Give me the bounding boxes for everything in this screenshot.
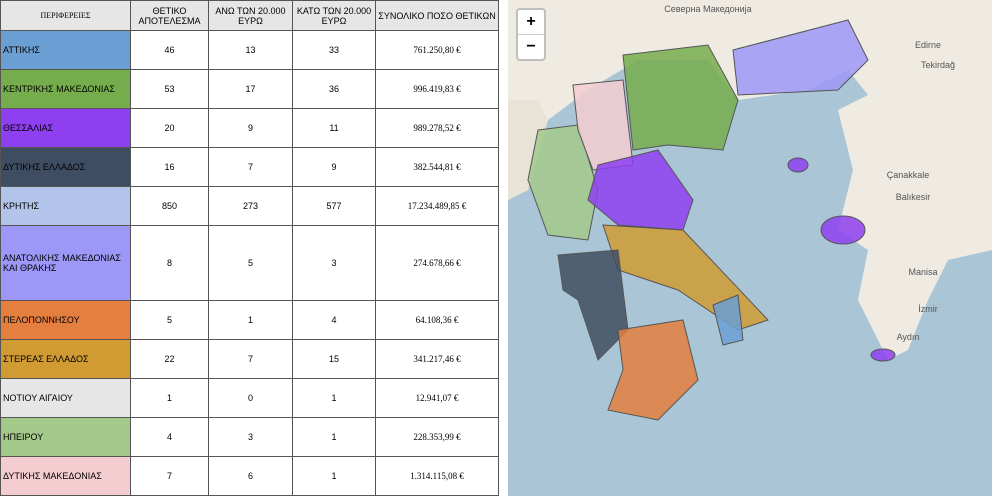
total-cell: 17.234.489,85 € xyxy=(375,186,499,227)
zoom-out[interactable]: − xyxy=(526,38,536,55)
map[interactable]: Северна Македонија Edirne Tekirdağ Çanakkal… xyxy=(508,0,992,496)
below-cell: 11 xyxy=(292,108,376,149)
header-row: ΠΕΡΙΦΕΡΕΙΕΣ ΘΕΤΙΚΟ ΑΠΟΤΕΛΕΣΜΑ ΑΝΩ ΤΩΝ 20.0… xyxy=(0,0,499,31)
above-cell: 7 xyxy=(208,147,293,188)
table-row: ΔΥΤΙΚΗΣ ΕΛΛΑΔΟΣ 16 7 9 382.544,81 € xyxy=(0,147,499,188)
total-cell: 382.544,81 € xyxy=(375,147,499,188)
table-row: ΚΕΝΤΡΙΚΗΣ ΜΑΚΕΔΟΝΙΑΣ 53 17 36 996.419,83 € xyxy=(0,69,499,110)
map-label: Северна Македонија xyxy=(664,4,751,14)
table-row: ΑΝΑΤΟΛΙΚΗΣ ΜΑΚΕΔΟΝΙΑΣ ΚΑΙ ΘΡΑΚΗΣ 8 5 3 274.6… xyxy=(0,225,499,301)
region-cell: ΔΥΤΙΚΗΣ ΕΛΛΑΔΟΣ xyxy=(0,147,131,188)
positive-cell: 1 xyxy=(130,377,209,418)
land xyxy=(508,100,548,200)
total-cell: 989.278,52 € xyxy=(375,108,499,149)
map-label: Tekirdağ xyxy=(921,60,955,70)
north-aegean-island xyxy=(787,157,809,173)
region-cell: ΗΠΕΙΡΟΥ xyxy=(0,416,131,457)
positive-cell: 20 xyxy=(130,108,209,149)
positive-cell: 46 xyxy=(130,29,209,71)
table-row: ΗΠΕΙΡΟΥ 4 3 1 228.353,99 € xyxy=(0,416,499,457)
map-canvas: Северна Македонија Edirne Tekirdağ Çanakkal… xyxy=(508,0,992,496)
above-cell: 6 xyxy=(208,455,293,497)
results-table: ΠΕΡΙΦΕΡΕΙΕΣ ΘΕΤΙΚΟ ΑΠΟΤΕΛΕΣΜΑ ΑΝΩ ΤΩΝ 20.0… xyxy=(0,0,499,497)
peloponnese xyxy=(607,319,699,421)
below-cell: 1 xyxy=(292,455,376,497)
north-aegean-island xyxy=(820,215,866,245)
table-row: ΝΟΤΙΟΥ ΑΙΓΑΙΟΥ 1 0 1 12.941,07 € xyxy=(0,377,499,418)
region-cell: ΘΕΣΣΑΛΙΑΣ xyxy=(0,108,131,149)
below-cell: 1 xyxy=(292,416,376,457)
table-row: ΣΤΕΡΕΑΣ ΕΛΛΑΔΟΣ 22 7 15 341.217,46 € xyxy=(0,338,499,379)
land xyxy=(508,0,992,360)
table-row: ΚΡΗΤΗΣ 850 273 577 17.234.489,85 € xyxy=(0,186,499,227)
positive-cell: 4 xyxy=(130,416,209,457)
zoom-control[interactable]: + − xyxy=(516,8,546,61)
below-cell: 15 xyxy=(292,338,376,379)
attica xyxy=(712,294,744,346)
table-row: ΑΤΤΙΚΗΣ 46 13 33 761.250,80 € xyxy=(0,29,499,71)
header-cell: ΠΕΡΙΦΕΡΕΙΕΣ xyxy=(0,0,131,31)
below-cell: 9 xyxy=(292,147,376,188)
above-cell: 273 xyxy=(208,186,293,227)
total-cell: 64.108,36 € xyxy=(375,299,499,340)
total-cell: 274.678,66 € xyxy=(375,225,499,301)
positive-cell: 16 xyxy=(130,147,209,188)
above-cell: 0 xyxy=(208,377,293,418)
region-cell: ΝΟΤΙΟΥ ΑΙΓΑΙΟΥ xyxy=(0,377,131,418)
above-cell: 17 xyxy=(208,69,293,110)
positive-cell: 5 xyxy=(130,299,209,340)
below-cell: 4 xyxy=(292,299,376,340)
total-cell: 341.217,46 € xyxy=(375,338,499,379)
header-cell: ΑΝΩ ΤΩΝ 20.000 ΕΥΡΩ xyxy=(208,0,293,31)
map-label: Balıkesir xyxy=(896,192,931,202)
header-cell: ΚΑΤΩ ΤΩΝ 20.000 ΕΥΡΩ xyxy=(292,0,376,31)
above-cell: 3 xyxy=(208,416,293,457)
positive-cell: 22 xyxy=(130,338,209,379)
region-cell: ΠΕΛΟΠΟΝΝΗΣΟΥ xyxy=(0,299,131,340)
total-cell: 12.941,07 € xyxy=(375,377,499,418)
above-cell: 5 xyxy=(208,225,293,301)
header-cell: ΘΕΤΙΚΟ ΑΠΟΤΕΛΕΣΜΑ xyxy=(130,0,209,31)
region-cell: ΣΤΕΡΕΑΣ ΕΛΛΑΔΟΣ xyxy=(0,338,131,379)
positive-cell: 850 xyxy=(130,186,209,227)
table-row: ΔΥΤΙΚΗΣ ΜΑΚΕΔΟΝΙΑΣ 7 6 1 1.314.115,08 € xyxy=(0,455,499,497)
zoom-in[interactable]: + xyxy=(518,10,544,35)
table-row: ΘΕΣΣΑΛΙΑΣ 20 9 11 989.278,52 € xyxy=(0,108,499,149)
region-cell: ΑΤΤΙΚΗΣ xyxy=(0,29,131,71)
map-label: Manisa xyxy=(908,267,937,277)
map-label: Çanakkale xyxy=(887,170,930,180)
above-cell: 9 xyxy=(208,108,293,149)
above-cell: 1 xyxy=(208,299,293,340)
north-aegean-island xyxy=(870,348,896,362)
positive-cell: 8 xyxy=(130,225,209,301)
above-cell: 13 xyxy=(208,29,293,71)
region-cell: ΔΥΤΙΚΗΣ ΜΑΚΕΔΟΝΙΑΣ xyxy=(0,455,131,497)
region-cell: ΚΕΝΤΡΙΚΗΣ ΜΑΚΕΔΟΝΙΑΣ xyxy=(0,69,131,110)
total-cell: 996.419,83 € xyxy=(375,69,499,110)
below-cell: 577 xyxy=(292,186,376,227)
map-label: Edirne xyxy=(915,40,941,50)
above-cell: 7 xyxy=(208,338,293,379)
positive-cell: 53 xyxy=(130,69,209,110)
table-row: ΠΕΛΟΠΟΝΝΗΣΟΥ 5 1 4 64.108,36 € xyxy=(0,299,499,340)
total-cell: 228.353,99 € xyxy=(375,416,499,457)
header-cell: ΣΥΝΟΛΙΚΟ ΠΟΣΟ ΘΕΤΙΚΩΝ xyxy=(375,0,499,31)
table-body: ΑΤΤΙΚΗΣ 46 13 33 761.250,80 € ΚΕΝΤΡΙΚΗΣ ΜΑΚΕΔ… xyxy=(0,29,499,497)
below-cell: 36 xyxy=(292,69,376,110)
region-cell: ΚΡΗΤΗΣ xyxy=(0,186,131,227)
central-macedonia xyxy=(622,44,739,151)
below-cell: 1 xyxy=(292,377,376,418)
map-label: Aydın xyxy=(897,332,920,342)
positive-cell: 7 xyxy=(130,455,209,497)
east-macedonia-thrace xyxy=(732,19,869,96)
map-label: İzmir xyxy=(918,304,938,314)
west-greece xyxy=(557,249,629,361)
total-cell: 1.314.115,08 € xyxy=(375,455,499,497)
below-cell: 33 xyxy=(292,29,376,71)
below-cell: 3 xyxy=(292,225,376,301)
total-cell: 761.250,80 € xyxy=(375,29,499,71)
region-cell: ΑΝΑΤΟΛΙΚΗΣ ΜΑΚΕΔΟΝΙΑΣ ΚΑΙ ΘΡΑΚΗΣ xyxy=(0,225,131,301)
